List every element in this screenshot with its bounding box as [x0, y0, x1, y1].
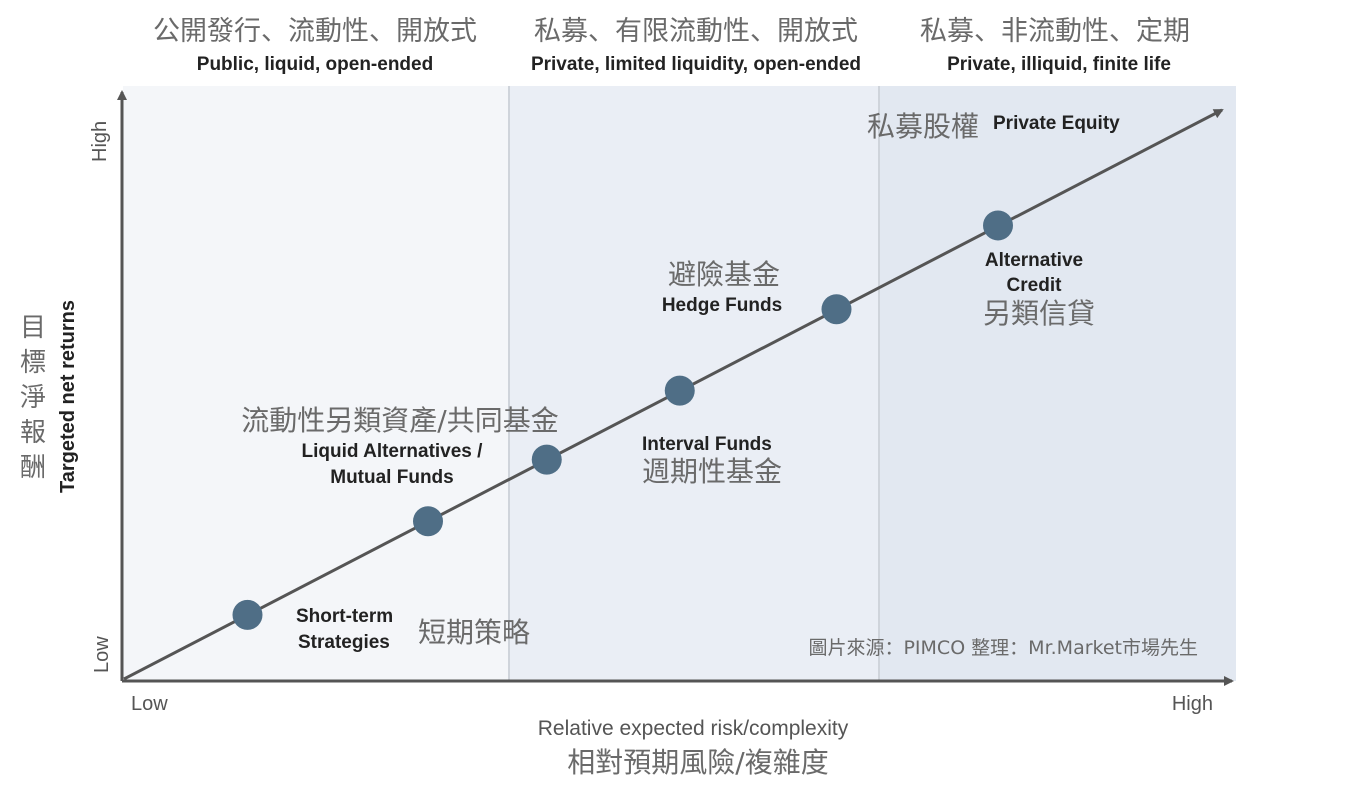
point-short-term-strategies	[232, 599, 263, 630]
label-liquid-alts-en: Liquid Alternatives / Mutual Funds	[302, 441, 484, 488]
point-alternative-credit	[821, 294, 852, 325]
point-interval-funds	[531, 444, 562, 475]
label-hedge-funds-zh: 避險基金	[668, 258, 780, 291]
zone-private-background	[879, 86, 1236, 681]
label-alt-credit-en: Alternative Credit	[985, 250, 1083, 296]
point-liquid-alternatives-mutual-funds	[413, 506, 443, 537]
zone-public-background	[123, 86, 509, 681]
x-axis-title-en: Relative expected risk/complexity	[538, 717, 849, 740]
zone-1-title-zh: 公開發行、流動性、開放式	[153, 16, 477, 47]
zone-3-title-en: Private, illiquid, finite life	[947, 54, 1171, 75]
point-hedge-funds	[664, 375, 695, 406]
label-short-term-en: Short-term Strategies	[296, 606, 393, 653]
y-axis-low-label: Low	[91, 636, 113, 673]
x-axis-low-label: Low	[131, 693, 168, 715]
y-axis-title-en: Targeted net returns	[57, 300, 79, 493]
label-private-equity-zh: 私募股權	[867, 110, 979, 143]
x-axis-title-zh: 相對預期風險/複雜度	[567, 746, 828, 779]
zone-3-title-zh: 私募、非流動性、定期	[920, 16, 1190, 47]
x-axis-high-label: High	[1172, 693, 1213, 715]
zone-1-title-en: Public, liquid, open-ended	[197, 54, 433, 75]
label-short-term-zh: 短期策略	[418, 616, 530, 649]
zone-2-title-en: Private, limited liquidity, open-ended	[531, 54, 861, 75]
y-axis-title-zh: 目標淨報酬	[20, 313, 46, 483]
points-group	[232, 210, 1013, 630]
label-interval-funds-zh: 週期性基金	[642, 455, 782, 488]
label-private-equity-en: Private Equity	[993, 113, 1120, 134]
label-hedge-funds-en: Hedge Funds	[662, 295, 782, 316]
label-alt-credit-zh: 另類信貸	[983, 297, 1095, 330]
source-credit: 圖片來源：PIMCO 整理：Mr.Market市場先生	[808, 637, 1198, 659]
zone-2-title-zh: 私募、有限流動性、開放式	[534, 16, 858, 47]
point-private-equity	[983, 210, 1013, 241]
y-axis-high-label: High	[89, 121, 111, 162]
label-liquid-alts-zh: 流動性另類資產/共同基金	[241, 404, 558, 437]
label-interval-funds-en: Interval Funds	[642, 434, 772, 455]
